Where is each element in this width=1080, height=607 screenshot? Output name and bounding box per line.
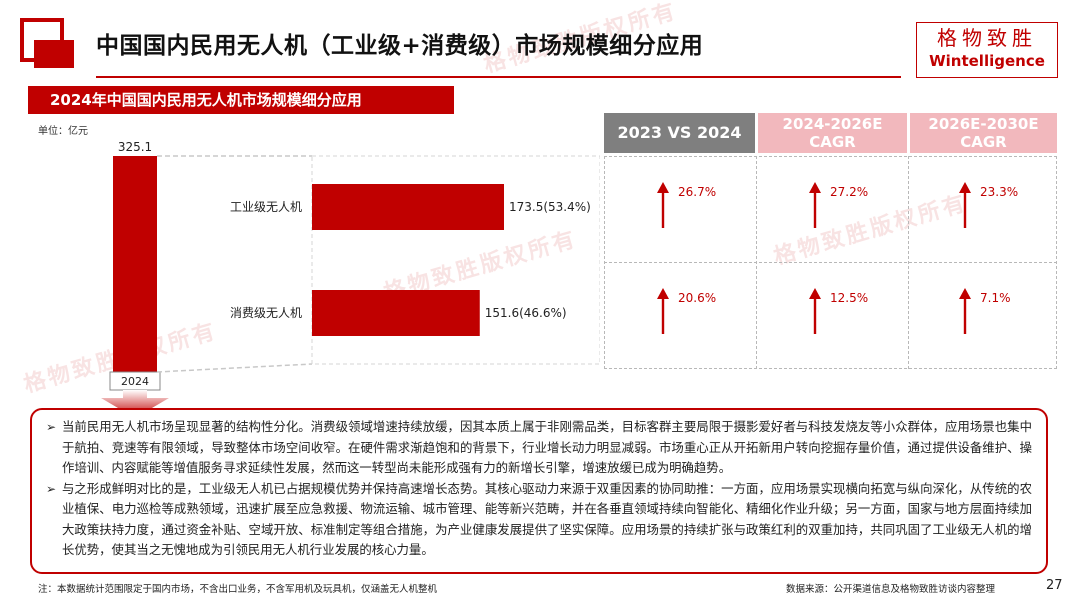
growth-value: 7.1% — [980, 291, 1011, 305]
total-bar — [113, 156, 157, 372]
up-arrow-icon — [657, 288, 669, 334]
table-col-divider — [908, 156, 909, 369]
header-divider — [96, 76, 901, 78]
table-cell: 12.5% — [808, 288, 869, 334]
data-source: 数据来源：公开渠道信息及格物致胜访谈内容整理 — [786, 584, 996, 595]
growth-value: 27.2% — [830, 185, 869, 199]
up-arrow-icon — [959, 288, 971, 334]
analysis-text: 当前民用无人机市场呈现显著的结构性分化。消费级领域增速持续放缓，因其本质上属于非… — [62, 419, 1032, 475]
chart-title: 2024年中国国内民用无人机市场规模细分应用 — [28, 86, 454, 114]
table-cell: 27.2% — [808, 182, 869, 228]
brand-name-en: Wintelligence — [929, 52, 1045, 70]
table-header-cagr-2026-2030-label: 2026E-2030E CAGR — [928, 115, 1039, 151]
brand-logo: 格物致胜 Wintelligence — [916, 22, 1058, 78]
page-number: 27 — [1046, 578, 1063, 593]
segment-value-label: 173.5(53.4%) — [509, 200, 591, 214]
table-header-cagr-2026-2030: 2026E-2030E CAGR — [910, 113, 1057, 153]
total-value-label: 325.1 — [118, 140, 152, 154]
table-row-divider — [604, 262, 1057, 263]
segment-bar — [312, 290, 480, 336]
growth-value: 26.7% — [678, 185, 717, 199]
logo-accent-block — [34, 40, 74, 68]
analysis-text: 与之形成鲜明对比的是，工业级无人机已占据规模优势并保持高速增长态势。其核心驱动力… — [62, 480, 1032, 558]
table-cell: 20.6% — [656, 288, 717, 334]
table-cell: 23.3% — [958, 182, 1019, 228]
segment-bar — [312, 184, 504, 230]
up-arrow-icon — [959, 182, 971, 228]
table-header-yoy: 2023 VS 2024 — [604, 113, 755, 153]
bullet-arrow-icon: ➢ — [46, 420, 57, 434]
growth-value: 12.5% — [830, 291, 869, 305]
connector-line — [156, 363, 313, 373]
analysis-paragraph: ➢ 当前民用无人机市场呈现显著的结构性分化。消费级领域增速持续放缓，因其本质上属… — [46, 417, 1032, 479]
bullet-arrow-icon: ➢ — [46, 481, 57, 496]
brand-name-cn: 格物致胜 — [937, 26, 1037, 50]
table-cell: 26.7% — [656, 182, 717, 228]
total-category-label: 2024 — [121, 375, 149, 388]
unit-label: 单位：亿元 — [38, 126, 88, 137]
table-header-cagr-2024-2026: 2024-2026E CAGR — [758, 113, 907, 153]
segment-frame — [311, 155, 600, 365]
growth-value: 20.6% — [678, 291, 717, 305]
up-arrow-icon — [657, 182, 669, 228]
category-label: 工业级无人机 — [230, 200, 302, 214]
up-arrow-icon — [809, 288, 821, 334]
analysis-paragraph: ➢ 与之形成鲜明对比的是，工业级无人机已占据规模优势并保持高速增长态势。其核心驱… — [46, 479, 1032, 561]
growth-value: 23.3% — [980, 185, 1019, 199]
table-cell: 7.1% — [958, 288, 1011, 334]
table-col-divider — [756, 156, 757, 369]
segment-value-label: 151.6(46.6%) — [485, 306, 567, 320]
table-header-cagr-2024-2026-label: 2024-2026E CAGR — [782, 115, 883, 151]
analysis-box: ➢ 当前民用无人机市场呈现显著的结构性分化。消费级领域增速持续放缓，因其本质上属… — [30, 408, 1048, 574]
category-label: 消费级无人机 — [230, 306, 302, 320]
footnote: 注：本数据统计范围限定于国内市场，不含出口业务，不含军用机及玩具机，仅涵盖无人机… — [38, 584, 438, 595]
market-size-chart: 325.1 2024 工业级无人机 173.5(53.4%) 消费级无人机 151.6(4… — [101, 140, 600, 410]
down-arrow-icon — [101, 390, 169, 410]
up-arrow-icon — [809, 182, 821, 228]
page-title: 中国国内民用无人机（工业级+消费级）市场规模细分应用 — [96, 33, 704, 59]
